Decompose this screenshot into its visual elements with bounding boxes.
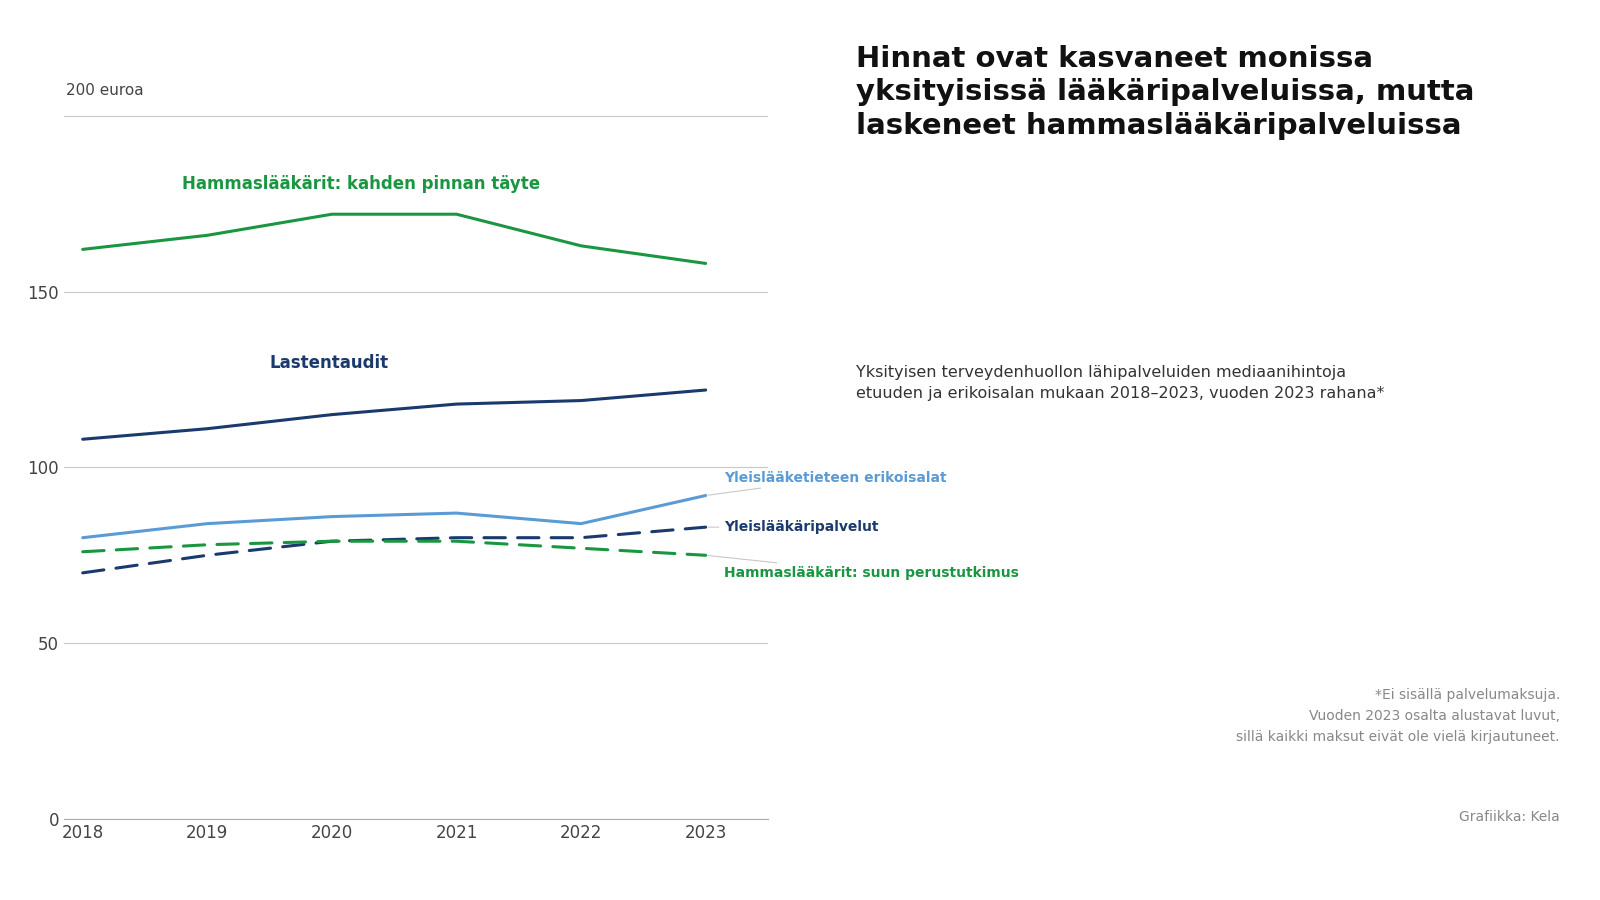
Text: Hinnat ovat kasvaneet monissa
yksityisissä lääkäripalveluissa, mutta
laskeneet h: Hinnat ovat kasvaneet monissa yksityisis… [856,45,1474,140]
Text: Grafiikka: Kela: Grafiikka: Kela [1459,810,1560,824]
Text: Yleislääkäripalvelut: Yleislääkäripalvelut [709,520,878,534]
Text: Lastentaudit: Lastentaudit [269,355,389,373]
Text: 200 euroa: 200 euroa [67,83,144,98]
Text: Yksityisen terveydenhuollon lähipalveluiden mediaanihintoja
etuuden ja erikoisal: Yksityisen terveydenhuollon lähipalvelui… [856,364,1384,401]
Text: *Ei sisällä palvelumaksuja.
Vuoden 2023 osalta alustavat luvut,
sillä kaikki mak: *Ei sisällä palvelumaksuja. Vuoden 2023 … [1237,688,1560,743]
Text: Yleislääketieteen erikoisalat: Yleislääketieteen erikoisalat [709,471,947,495]
Text: Hammaslääkärit: kahden pinnan täyte: Hammaslääkärit: kahden pinnan täyte [182,176,541,194]
Text: Hammaslääkärit: suun perustutkimus: Hammaslääkärit: suun perustutkimus [709,555,1019,580]
